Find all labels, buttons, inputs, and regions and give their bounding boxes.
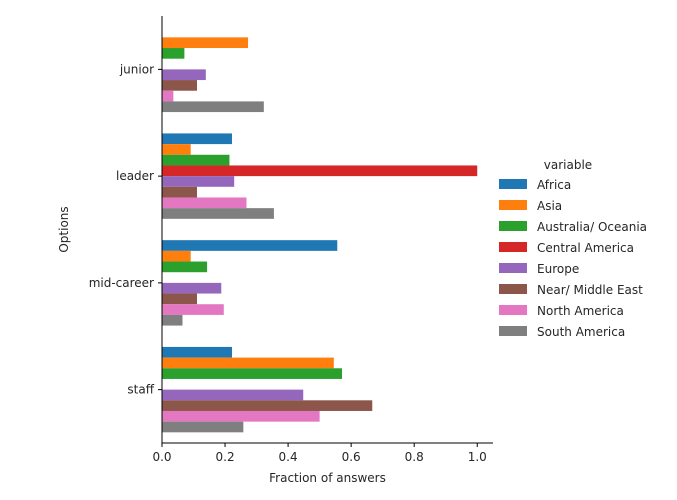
bar-leader-north-america (162, 197, 247, 209)
legend-swatch (499, 179, 527, 189)
bar-leader-central-america (162, 165, 478, 177)
bar-leader-near-middle-east (162, 186, 197, 198)
bar-leader-africa (162, 133, 232, 145)
legend-title: variable (544, 158, 592, 172)
bar-mid-career-australia-oceania (162, 261, 208, 273)
legend-label: Central America (537, 241, 634, 255)
y-tick-label: junior (119, 62, 154, 76)
x-tick-label: 0.6 (342, 450, 361, 464)
legend-swatch (499, 242, 527, 252)
legend-label: Africa (537, 178, 571, 192)
legend-label: Europe (537, 262, 579, 276)
bar-staff-europe (162, 389, 304, 401)
legend-swatch (499, 284, 527, 294)
bar-mid-career-africa (162, 240, 338, 251)
bar-staff-asia (162, 357, 334, 369)
legend-swatch (499, 326, 527, 336)
bar-staff-africa (162, 346, 232, 358)
legend-label: Near/ Middle East (537, 283, 643, 297)
x-tick-label: 0.4 (279, 450, 298, 464)
bar-leader-europe (162, 176, 235, 187)
legend-label: Australia/ Oceania (537, 220, 647, 234)
legend-swatch (499, 305, 527, 315)
bars-group (162, 37, 478, 433)
x-tick-label: 0.2 (216, 450, 235, 464)
bar-staff-australia-oceania (162, 368, 343, 379)
y-tick-label: leader (116, 169, 154, 183)
bar-junior-south-america (162, 101, 264, 113)
bar-staff-south-america (162, 421, 244, 433)
legend-swatch (499, 221, 527, 231)
axes-group (161, 16, 493, 444)
bar-mid-career-near-middle-east (162, 293, 197, 305)
bar-mid-career-europe (162, 282, 222, 294)
legend: variable Africa Asia Australia/ Oceania Cen… (499, 158, 647, 339)
legend-label: Asia (537, 199, 562, 213)
bar-mid-career-north-america (162, 304, 224, 315)
bar-junior-near-middle-east (162, 80, 197, 91)
y-axis-title: Options (57, 206, 71, 252)
bar-junior-europe (162, 69, 206, 81)
x-axis-title: Fraction of answers (269, 471, 386, 485)
bar-leader-south-america (162, 208, 274, 219)
bar-junior-asia (162, 37, 249, 49)
legend-label: North America (537, 304, 624, 318)
legend-swatch (499, 200, 527, 210)
bar-staff-near-middle-east (162, 400, 373, 411)
x-tick-label: 1.0 (468, 450, 487, 464)
bar-staff-north-america (162, 410, 320, 422)
bar-junior-australia-oceania (162, 48, 185, 59)
x-tick-label: 0.0 (152, 450, 171, 464)
bar-mid-career-asia (162, 250, 191, 262)
bar-leader-asia (162, 144, 191, 155)
bar-junior-north-america (162, 90, 174, 102)
y-tick-label: mid-career (89, 276, 154, 290)
legend-swatch (499, 263, 527, 273)
x-tick-label: 0.8 (405, 450, 424, 464)
y-ticks-group: junior leader mid-career staff (89, 62, 162, 397)
x-ticks-group: 0.0 0.2 0.4 0.6 0.8 1.0 (152, 443, 487, 464)
legend-label: South America (537, 325, 625, 339)
bar-mid-career-south-america (162, 314, 183, 326)
bar-leader-australia-oceania (162, 154, 230, 166)
y-tick-label: staff (127, 383, 154, 397)
